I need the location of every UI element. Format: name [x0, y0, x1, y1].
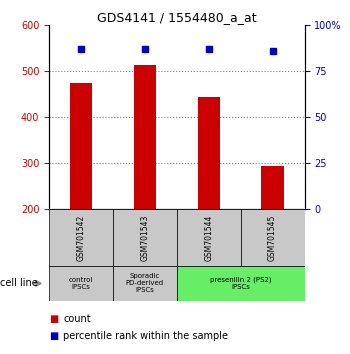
Text: GSM701542: GSM701542 — [76, 214, 85, 261]
Bar — [49, 266, 113, 301]
Bar — [49, 209, 113, 266]
Bar — [113, 266, 177, 301]
Bar — [70, 83, 92, 209]
Text: control
IPSCs: control IPSCs — [69, 277, 93, 290]
Bar — [261, 166, 284, 209]
Text: cell line: cell line — [0, 278, 38, 289]
Bar — [241, 209, 304, 266]
Bar — [197, 97, 220, 209]
Text: presenilin 2 (PS2)
iPSCs: presenilin 2 (PS2) iPSCs — [210, 277, 271, 290]
Text: ■: ■ — [49, 314, 58, 324]
Bar — [177, 266, 304, 301]
Text: Sporadic
PD-derived
iPSCs: Sporadic PD-derived iPSCs — [126, 273, 164, 293]
Text: count: count — [63, 314, 91, 324]
Text: GSM701544: GSM701544 — [204, 214, 213, 261]
Text: GSM701543: GSM701543 — [140, 214, 149, 261]
Text: GSM701545: GSM701545 — [268, 214, 277, 261]
Bar — [177, 209, 241, 266]
Bar — [113, 209, 177, 266]
Bar — [134, 65, 156, 209]
Text: percentile rank within the sample: percentile rank within the sample — [63, 331, 228, 341]
Title: GDS4141 / 1554480_a_at: GDS4141 / 1554480_a_at — [97, 11, 257, 24]
Text: ■: ■ — [49, 331, 58, 341]
